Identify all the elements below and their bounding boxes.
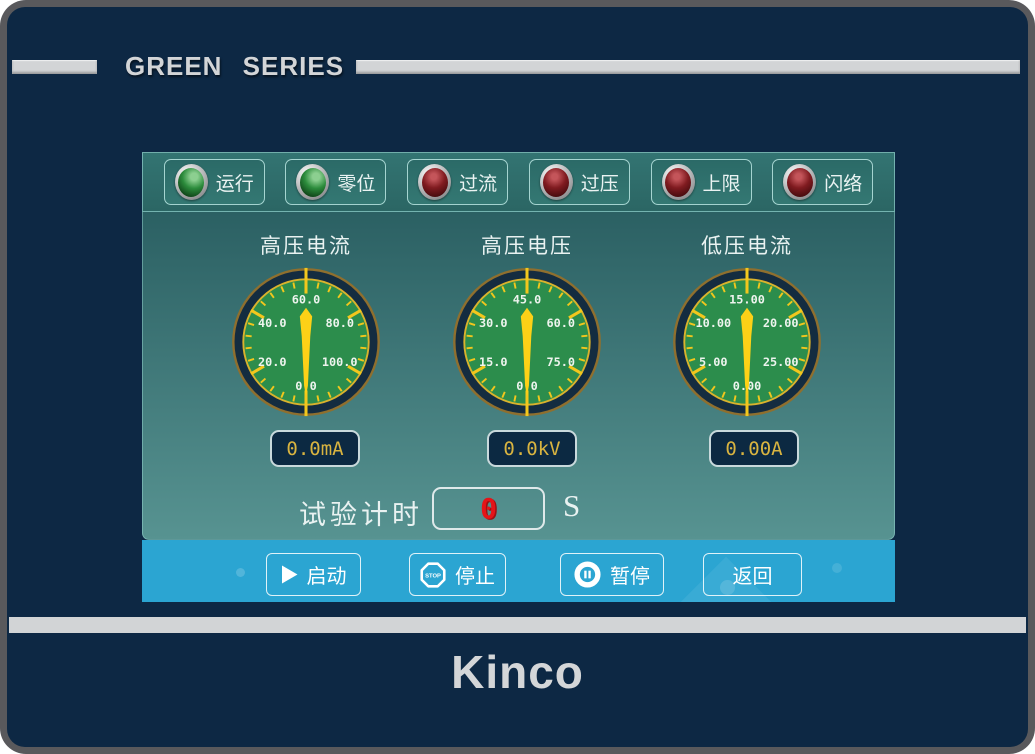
indicator-label: 上限: [702, 173, 741, 195]
svg-text:15.0: 15.0: [479, 355, 508, 369]
svg-text:60.0: 60.0: [292, 293, 321, 307]
decor-dot: [832, 563, 842, 573]
svg-text:15.00: 15.00: [729, 293, 765, 307]
readout-lv-current: 0.00A: [709, 430, 799, 467]
test-timer-unit: S: [563, 488, 581, 523]
test-timer-value[interactable]: 0: [432, 487, 545, 530]
svg-text:30.0: 30.0: [479, 316, 508, 330]
header-bar-right: [356, 60, 1020, 74]
indicator-flashover: 闪络: [772, 159, 874, 205]
pause-icon: [574, 561, 601, 588]
indicator-overvoltage: 过压: [528, 159, 630, 205]
indicator-zero: 零位: [285, 159, 387, 205]
indicator-label: 闪络: [824, 173, 863, 195]
series-title: GREEN SERIES: [125, 51, 345, 81]
zero-lamp-icon: [296, 164, 330, 200]
readout-hv-current: 0.0mA: [270, 430, 360, 467]
decor-dot: [236, 568, 245, 577]
indicator-label: 零位: [337, 173, 376, 195]
svg-text:80.0: 80.0: [325, 316, 354, 330]
bezel-separator-bar: [9, 617, 1026, 633]
stop-button-label: 停止: [455, 566, 495, 588]
indicator-upper-limit: 上限: [650, 159, 752, 205]
gauge-hv-voltage: 0.015.030.045.060.075.0: [451, 266, 603, 418]
svg-text:20.00: 20.00: [763, 316, 799, 330]
play-icon: [281, 565, 297, 584]
svg-text:25.00: 25.00: [763, 355, 799, 369]
start-button-label: 启动: [306, 566, 347, 588]
stop-icon: STOP: [420, 561, 446, 588]
indicator-overcurrent: 过流: [407, 159, 509, 205]
pause-button-label: 暂停: [610, 566, 650, 588]
kinco-logo: Kinco: [451, 646, 584, 698]
gauge-title-hv-voltage: 高压电压: [481, 235, 573, 258]
overcurrent-lamp-icon: [418, 164, 452, 200]
return-button[interactable]: 返回: [703, 553, 802, 596]
indicator-label: 过压: [580, 173, 619, 195]
svg-text:40.0: 40.0: [258, 316, 287, 330]
stop-button[interactable]: STOP 停止: [409, 553, 506, 596]
decor-dot: [720, 580, 735, 595]
gauge-title-lv-current: 低压电流: [701, 235, 793, 258]
start-button[interactable]: 启动: [266, 553, 361, 596]
svg-text:20.0: 20.0: [258, 355, 287, 369]
flashover-lamp-icon: [783, 164, 817, 200]
svg-text:100.0: 100.0: [322, 355, 358, 369]
hmi-screen: 运行 零位 过流 过压 上限 闪络 高压电流: [142, 152, 895, 602]
test-timer-label: 试验计时: [299, 500, 423, 530]
header-bar-left: [12, 60, 97, 74]
gauge-title-hv-current: 高压电流: [260, 235, 352, 258]
return-button-label: 返回: [732, 566, 773, 588]
pause-button[interactable]: 暂停: [560, 553, 664, 596]
indicator-strip: 运行 零位 过流 过压 上限 闪络: [142, 152, 895, 212]
indicator-label: 过流: [459, 173, 498, 195]
stop-icon-text: STOP: [425, 573, 441, 579]
upper-limit-lamp-icon: [661, 164, 695, 200]
overvoltage-lamp-icon: [539, 164, 573, 200]
svg-text:5.00: 5.00: [699, 355, 728, 369]
svg-text:75.0: 75.0: [546, 355, 575, 369]
readout-hv-voltage: 0.0kV: [487, 430, 577, 467]
svg-text:60.0: 60.0: [546, 316, 575, 330]
indicator-label: 运行: [215, 173, 254, 195]
svg-text:45.0: 45.0: [513, 293, 542, 307]
run-lamp-icon: [174, 164, 208, 200]
svg-text:10.00: 10.00: [695, 316, 731, 330]
button-bar: 启动 STOP 停止 暂停 返回: [142, 540, 895, 602]
indicator-run: 运行: [163, 159, 265, 205]
